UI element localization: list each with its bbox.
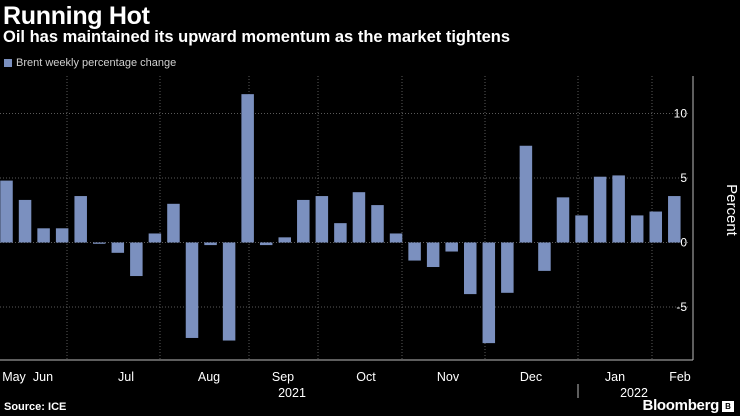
data-bar-28: [519, 145, 533, 243]
x-month-label: Jun: [33, 370, 53, 384]
data-bar-2: [37, 228, 50, 243]
chart-title: Running Hot: [3, 2, 150, 30]
y-tick-label: 5: [680, 171, 687, 185]
x-month-label: Jan: [605, 370, 625, 384]
y-axis-title: Percent: [723, 184, 740, 237]
x-month-label: Feb: [669, 370, 691, 384]
data-bar-17: [315, 196, 329, 243]
data-bar-14: [259, 242, 273, 246]
data-bar-8: [148, 233, 162, 243]
data-bar-10: [185, 242, 199, 338]
data-bar-32: [593, 176, 607, 243]
y-tick-label: -5: [676, 300, 687, 314]
data-bar-35: [649, 211, 662, 243]
legend-label: Brent weekly percentage change: [16, 57, 177, 69]
data-bar-7: [130, 242, 143, 277]
x-month-label: Dec: [520, 370, 542, 384]
brand-logo: Bloomberg: [642, 397, 720, 414]
x-month-label: Nov: [437, 370, 460, 384]
data-bar-27: [501, 242, 514, 293]
data-bar-23: [426, 242, 440, 268]
data-bar-12: [222, 242, 236, 341]
data-bar-6: [111, 242, 125, 253]
y-tick-label: 0: [680, 236, 687, 250]
data-bar-18: [334, 223, 347, 243]
legend-swatch: [4, 59, 12, 67]
data-bar-9: [167, 203, 180, 243]
data-bar-31: [575, 215, 588, 243]
x-year-label: 2021: [278, 386, 306, 400]
data-bar-0: [0, 180, 13, 243]
data-bar-24: [445, 242, 458, 252]
source-note: Source: ICE: [4, 401, 67, 413]
data-bar-22: [408, 242, 421, 261]
y-tick-label: 10: [674, 107, 688, 121]
data-bar-29: [538, 242, 551, 271]
data-bar-33: [612, 175, 625, 243]
bars-layer: [0, 94, 681, 344]
x-year-label: 2022: [620, 386, 648, 400]
data-bar-4: [74, 196, 87, 243]
x-month-label: Oct: [356, 370, 376, 384]
x-month-label: May: [2, 370, 26, 384]
legend: Brent weekly percentage change: [4, 57, 176, 69]
data-bar-13: [241, 94, 254, 243]
data-bar-16: [297, 199, 310, 243]
data-bar-36: [668, 196, 681, 243]
data-bar-19: [352, 192, 366, 243]
data-bar-15: [278, 237, 291, 243]
brand-badge: B: [722, 401, 734, 412]
data-bar-30: [556, 197, 570, 243]
data-bar-25: [464, 242, 477, 295]
chart-subtitle: Oil has maintained its upward momentum a…: [3, 28, 511, 46]
data-bar-20: [371, 205, 384, 243]
x-month-label: Aug: [198, 370, 220, 384]
data-bar-1: [18, 199, 32, 243]
data-bar-5: [93, 242, 106, 244]
data-bar-11: [204, 242, 217, 246]
x-month-label: Jul: [118, 370, 134, 384]
axis-layer: -5 0 5 10 Percent May Jun Jul Aug Sep Oct Nov Dec Jan…: [0, 76, 740, 400]
data-bar-3: [55, 228, 69, 243]
data-bar-34: [630, 215, 644, 243]
data-bar-26: [482, 242, 496, 344]
x-month-label: Sep: [272, 370, 294, 384]
data-bar-21: [389, 233, 403, 243]
